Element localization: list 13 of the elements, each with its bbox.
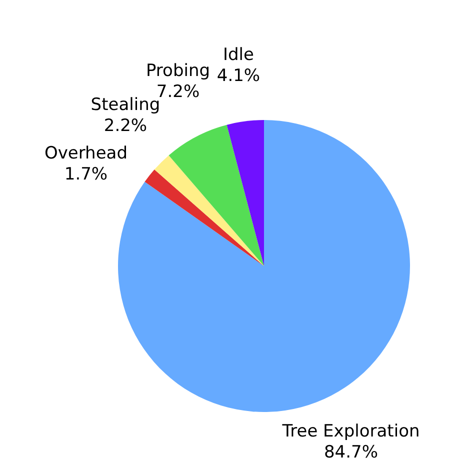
slice-label: Idle — [223, 45, 254, 66]
slice-label: Stealing — [90, 95, 160, 116]
data-label: 4.1% — [216, 66, 260, 86]
pie-slice — [226, 120, 264, 266]
slice-label: Probing — [146, 61, 210, 82]
pie-slice — [168, 124, 264, 266]
slice-label: Tree Exploration — [281, 422, 420, 442]
pie-slice — [154, 155, 264, 266]
data-label: 1.7% — [64, 164, 108, 185]
pie-slice — [144, 170, 264, 266]
data-label: 84.7% — [324, 442, 378, 463]
data-label: 2.2% — [104, 116, 148, 136]
slice-label: Overhead — [44, 144, 128, 164]
